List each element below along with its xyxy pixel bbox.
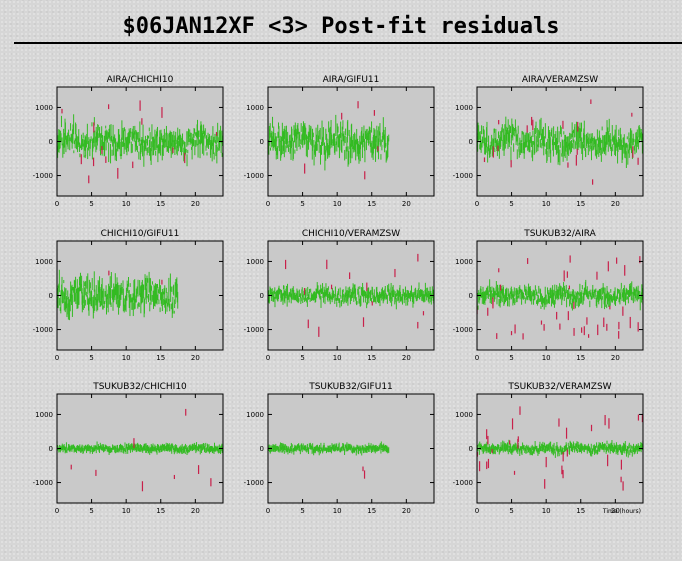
residual-panel: TSUKUB32/AIRA 1000 0 -1000 0 5 10 15 20 bbox=[453, 229, 644, 362]
y-tick-label: -1000 bbox=[33, 479, 53, 487]
x-tick-label: 5 bbox=[300, 354, 304, 362]
y-tick-label: 0 bbox=[49, 138, 53, 146]
y-tick-label: 1000 bbox=[455, 411, 473, 419]
y-tick-label: 1000 bbox=[35, 258, 53, 266]
panel-title: AIRA/CHICHI10 bbox=[107, 75, 174, 85]
residual-panel: CHICHI10/VERAMZSW 1000 0 -1000 0 5 10 15 20 bbox=[244, 229, 435, 362]
x-tick-label: 10 bbox=[122, 354, 131, 362]
x-tick-label: 20 bbox=[402, 354, 411, 362]
x-tick-label: 10 bbox=[333, 200, 342, 208]
x-tick-label: 0 bbox=[55, 507, 59, 515]
x-tick-label: 10 bbox=[542, 200, 551, 208]
y-tick-label: 1000 bbox=[455, 258, 473, 266]
x-tick-label: 5 bbox=[89, 507, 93, 515]
y-tick-label: -1000 bbox=[453, 172, 473, 180]
y-tick-label: 0 bbox=[469, 138, 473, 146]
x-tick-label: 15 bbox=[367, 354, 376, 362]
x-tick-label: 15 bbox=[156, 507, 165, 515]
panel-title: CHICHI10/GIFU11 bbox=[101, 229, 180, 239]
y-tick-label: 0 bbox=[49, 445, 53, 453]
y-tick-label: 1000 bbox=[246, 104, 264, 112]
x-tick-label: 5 bbox=[509, 507, 513, 515]
panel-title: CHICHI10/VERAMZSW bbox=[302, 229, 400, 239]
y-tick-label: 1000 bbox=[455, 104, 473, 112]
x-tick-label: 10 bbox=[542, 507, 551, 515]
x-tick-label: 0 bbox=[475, 200, 479, 208]
x-tick-label: 20 bbox=[191, 354, 200, 362]
y-tick-label: 0 bbox=[260, 292, 264, 300]
x-tick-label: 5 bbox=[509, 200, 513, 208]
x-tick-label: 10 bbox=[122, 200, 131, 208]
x-tick-label: 20 bbox=[191, 200, 200, 208]
x-tick-label: 15 bbox=[156, 354, 165, 362]
y-tick-label: 1000 bbox=[246, 411, 264, 419]
y-tick-label: 0 bbox=[49, 292, 53, 300]
y-tick-label: -1000 bbox=[33, 172, 53, 180]
x-tick-label: 5 bbox=[509, 354, 513, 362]
x-tick-label: 20 bbox=[402, 200, 411, 208]
y-tick-label: 1000 bbox=[246, 258, 264, 266]
panel-title: TSUKUB32/GIFU11 bbox=[308, 382, 393, 392]
y-tick-label: -1000 bbox=[33, 326, 53, 334]
residual-panel: AIRA/CHICHI10 1000 0 -1000 0 5 10 15 20 bbox=[33, 75, 224, 208]
x-tick-label: 0 bbox=[55, 200, 59, 208]
x-tick-label: 0 bbox=[55, 354, 59, 362]
x-tick-label: 0 bbox=[266, 507, 270, 515]
x-tick-label: 10 bbox=[542, 354, 551, 362]
y-tick-label: 0 bbox=[260, 445, 264, 453]
residual-panel: AIRA/GIFU11 1000 0 -1000 0 5 10 15 20 bbox=[244, 75, 435, 208]
x-tick-label: 20 bbox=[402, 507, 411, 515]
x-tick-label: 20 bbox=[611, 507, 620, 515]
panel-title: TSUKUB32/CHICHI10 bbox=[92, 382, 187, 392]
residual-panel: CHICHI10/GIFU11 1000 0 -1000 0 5 10 15 20 bbox=[33, 229, 224, 362]
y-tick-label: -1000 bbox=[244, 172, 264, 180]
x-tick-label: 10 bbox=[122, 507, 131, 515]
x-tick-label: 0 bbox=[266, 354, 270, 362]
x-tick-label: 10 bbox=[333, 507, 342, 515]
residual-panel: TSUKUB32/GIFU11 1000 0 -1000 0 5 10 15 20 bbox=[244, 382, 435, 515]
x-tick-label: 20 bbox=[611, 354, 620, 362]
x-tick-label: 5 bbox=[89, 200, 93, 208]
panel-title: AIRA/GIFU11 bbox=[323, 75, 380, 85]
x-axis-label: Time (hours) bbox=[602, 508, 641, 515]
x-tick-label: 15 bbox=[367, 200, 376, 208]
y-tick-label: 0 bbox=[469, 292, 473, 300]
x-tick-label: 0 bbox=[266, 200, 270, 208]
title-rule bbox=[14, 42, 682, 44]
x-tick-label: 15 bbox=[576, 507, 585, 515]
page-title: $06JAN12XF <3> Post-fit residuals bbox=[122, 14, 560, 39]
y-tick-label: 0 bbox=[469, 445, 473, 453]
x-tick-label: 15 bbox=[156, 200, 165, 208]
panel-title: AIRA/VERAMZSW bbox=[522, 75, 598, 85]
y-tick-label: -1000 bbox=[244, 479, 264, 487]
x-tick-label: 10 bbox=[333, 354, 342, 362]
residual-panel: AIRA/VERAMZSW 1000 0 -1000 0 5 10 15 20 bbox=[453, 75, 644, 208]
panel-title: TSUKUB32/AIRA bbox=[523, 229, 596, 239]
y-tick-label: -1000 bbox=[453, 326, 473, 334]
panel-title: TSUKUB32/VERAMZSW bbox=[507, 382, 611, 392]
y-tick-label: 1000 bbox=[35, 104, 53, 112]
residual-panel: TSUKUB32/VERAMZSW 1000 0 -1000 0 5 10 15 20Time … bbox=[453, 382, 644, 515]
y-tick-label: 1000 bbox=[35, 411, 53, 419]
x-tick-label: 0 bbox=[475, 354, 479, 362]
residual-panel: TSUKUB32/CHICHI10 1000 0 -1000 0 5 10 15 20 bbox=[33, 382, 224, 515]
x-tick-label: 20 bbox=[611, 200, 620, 208]
x-tick-label: 20 bbox=[191, 507, 200, 515]
x-tick-label: 15 bbox=[576, 354, 585, 362]
x-tick-label: 5 bbox=[89, 354, 93, 362]
x-tick-label: 5 bbox=[300, 507, 304, 515]
x-tick-label: 15 bbox=[367, 507, 376, 515]
x-tick-label: 15 bbox=[576, 200, 585, 208]
x-tick-label: 5 bbox=[300, 200, 304, 208]
y-tick-label: 0 bbox=[260, 138, 264, 146]
y-tick-label: -1000 bbox=[453, 479, 473, 487]
y-tick-label: -1000 bbox=[244, 326, 264, 334]
x-tick-label: 0 bbox=[475, 507, 479, 515]
